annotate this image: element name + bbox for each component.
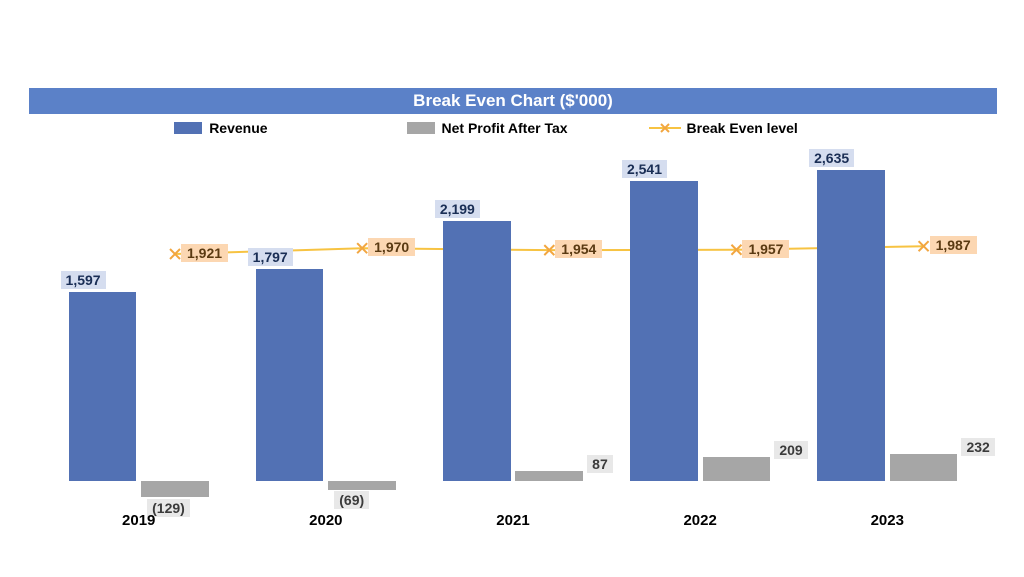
chart-title-bar: Break Even Chart ($'000) (29, 88, 997, 114)
x-axis-label: 2022 (623, 512, 778, 529)
x-axis-label: 2020 (248, 512, 403, 529)
chart-title-text: Break Even Chart ($'000) (413, 91, 613, 111)
net-profit-bar (890, 454, 958, 481)
legend-label-net-profit: Net Profit After Tax (442, 120, 568, 136)
legend-item-break-even: Break Even level (649, 120, 798, 136)
revenue-bar (69, 292, 137, 481)
net-profit-data-label: 209 (774, 441, 807, 459)
break-even-data-label: 1,921 (181, 244, 228, 262)
net-profit-bar (703, 457, 771, 482)
revenue-bar (256, 269, 324, 482)
revenue-data-label: 2,541 (622, 160, 667, 178)
legend-swatch-revenue (174, 122, 202, 134)
net-profit-data-label: 87 (587, 455, 613, 473)
revenue-data-label: 2,635 (809, 149, 854, 167)
legend-label-revenue: Revenue (209, 120, 267, 136)
chart-legend: Revenue Net Profit After Tax Break Even … (29, 117, 997, 139)
net-profit-data-label: (69) (334, 491, 369, 509)
net-profit-bar (328, 481, 396, 489)
revenue-data-label: 1,597 (61, 271, 106, 289)
chart-plot-area: 1,597(129)20191,797(69)20202,1998720212,… (29, 150, 997, 505)
category-group: 2,6352322023 (810, 150, 965, 505)
legend-label-break-even: Break Even level (687, 120, 798, 136)
break-even-data-label: 1,987 (930, 236, 977, 254)
revenue-data-label: 1,797 (248, 248, 293, 266)
x-axis-label: 2019 (61, 512, 216, 529)
break-even-data-label: 1,954 (555, 240, 602, 258)
break-even-data-label: 1,970 (368, 238, 415, 256)
legend-swatch-break-even (649, 121, 681, 135)
break-even-data-label: 1,957 (742, 240, 789, 258)
revenue-bar (443, 221, 511, 481)
legend-swatch-net-profit (407, 122, 435, 134)
revenue-bar (817, 170, 885, 482)
legend-item-net-profit: Net Profit After Tax (407, 120, 568, 136)
x-axis-label: 2023 (810, 512, 965, 529)
revenue-bar (630, 181, 698, 482)
category-group: 2,5412092022 (623, 150, 778, 505)
net-profit-bar (141, 481, 209, 496)
net-profit-bar (515, 471, 583, 481)
revenue-data-label: 2,199 (435, 200, 480, 218)
legend-item-revenue: Revenue (174, 120, 267, 136)
category-group: 1,597(129)2019 (61, 150, 216, 505)
x-axis-label: 2021 (436, 512, 591, 529)
category-group: 2,199872021 (436, 150, 591, 505)
category-group: 1,797(69)2020 (248, 150, 403, 505)
net-profit-data-label: 232 (961, 438, 994, 456)
